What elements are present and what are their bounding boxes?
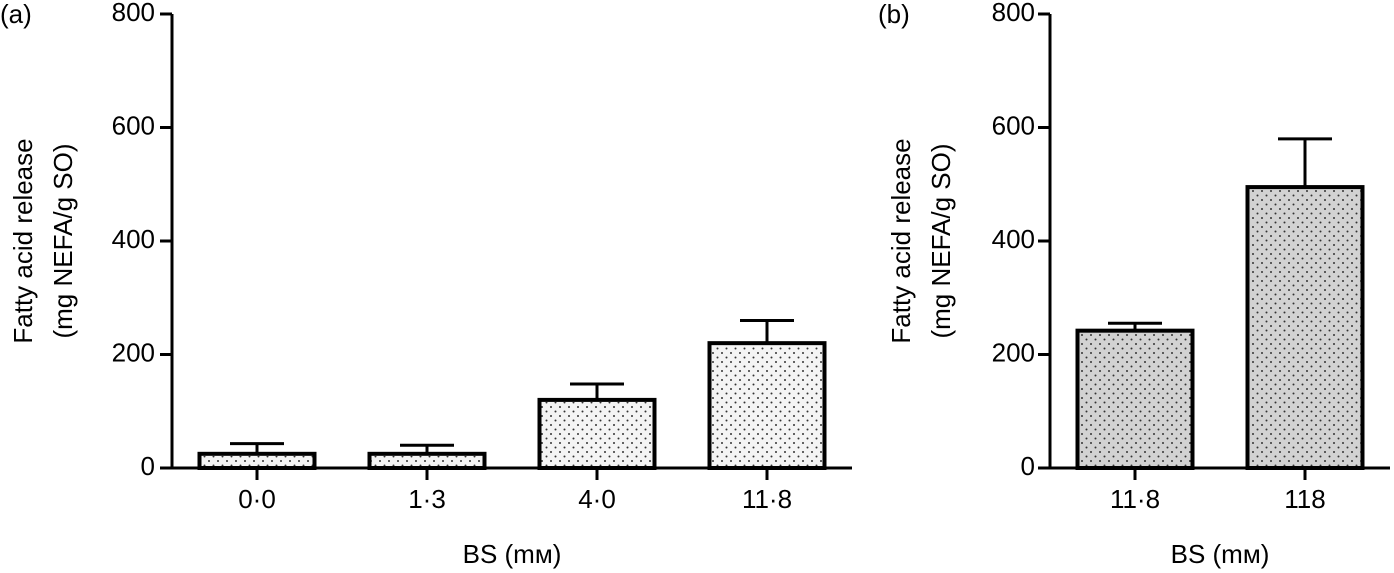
y-axis-label: (mg NEFA/g SO) [926, 143, 956, 338]
y-tick-label: 600 [992, 110, 1035, 140]
y-tick-label: 400 [112, 224, 155, 254]
x-tick-label: 0·0 [238, 484, 276, 514]
bar-pattern [371, 455, 483, 466]
x-tick-label: 1·3 [408, 484, 446, 514]
x-tick-label: 11·8 [1110, 484, 1160, 514]
panel-label: (b) [878, 0, 910, 29]
bar-pattern [1079, 332, 1191, 466]
bar-pattern [541, 401, 653, 466]
y-tick-label: 800 [112, 0, 155, 27]
y-tick-label: 800 [992, 0, 1035, 27]
y-tick-label: 200 [992, 337, 1035, 367]
x-tick-label: 11·8 [742, 484, 792, 514]
y-tick-label: 400 [992, 224, 1035, 254]
panel-label: (a) [0, 0, 32, 29]
x-axis-label: BS (mм) [1171, 539, 1270, 569]
x-axis-label: BS (mм) [463, 539, 562, 569]
y-axis-label: Fatty acid release [8, 138, 38, 343]
y-axis-label: (mg NEFA/g SO) [48, 143, 78, 338]
x-tick-label: 4·0 [578, 484, 616, 514]
bar-pattern [711, 345, 823, 466]
y-tick-label: 600 [112, 110, 155, 140]
y-tick-label: 200 [112, 337, 155, 367]
y-tick-label: 0 [1021, 451, 1035, 481]
y-axis-label: Fatty acid release [886, 138, 916, 343]
bar-pattern [201, 455, 313, 466]
y-tick-label: 0 [141, 451, 155, 481]
bar-pattern [1249, 189, 1361, 466]
x-tick-label: 118 [1284, 484, 1325, 514]
